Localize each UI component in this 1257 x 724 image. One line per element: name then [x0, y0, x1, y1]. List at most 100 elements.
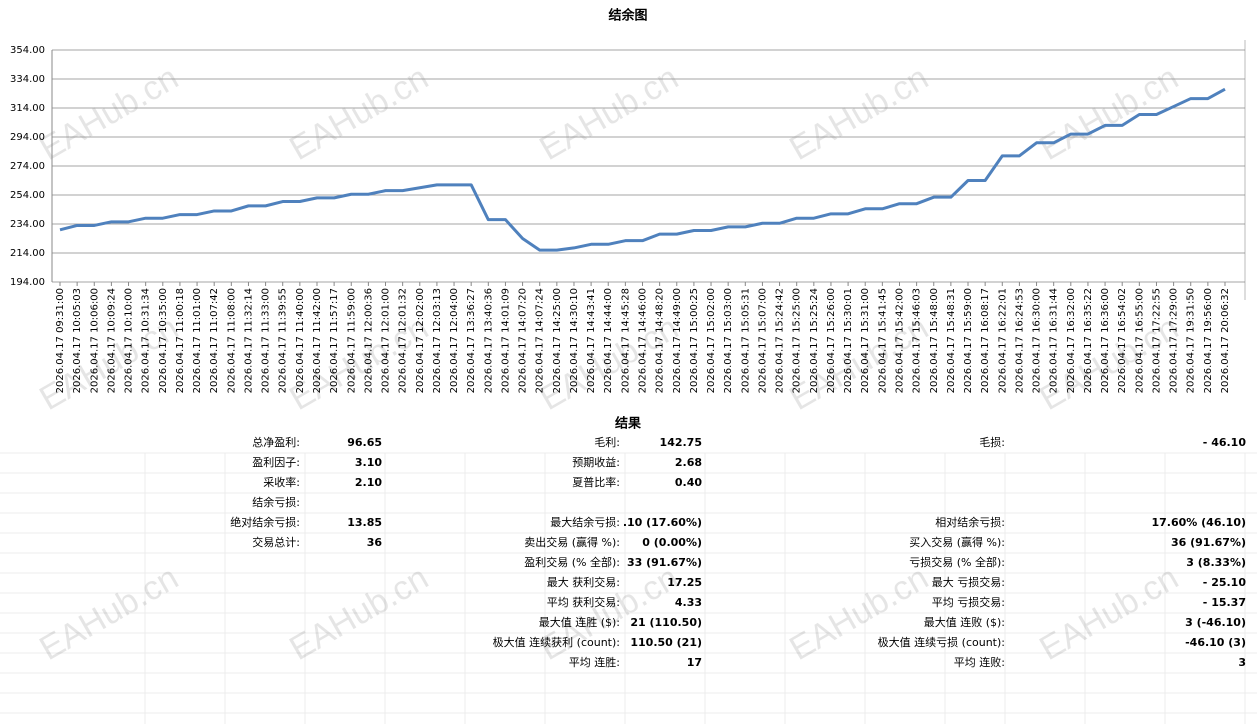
result-value: 4.33	[675, 596, 702, 609]
result-label: 结余亏损:	[252, 495, 300, 509]
x-tick-label: 2026.04.17 19:56:00	[1203, 288, 1214, 393]
x-tick-label: 2026.04.17 14:43:41	[586, 288, 597, 393]
result-label: 平均 获利交易:	[547, 595, 620, 609]
x-tick-label: 2026.04.17 15:03:00	[723, 288, 734, 393]
x-tick-label: 2026.04.17 11:33:00	[261, 288, 272, 393]
result-value: 36	[367, 536, 383, 549]
x-tick-label: 2026.04.17 14:30:10	[569, 288, 580, 393]
result-value: - 25.10	[1203, 576, 1247, 589]
result-value: - 46.10	[1203, 436, 1247, 449]
result-label: 最大值 连败 ($):	[924, 615, 1005, 629]
result-value: 3	[1238, 656, 1246, 669]
x-tick-label: 2026.04.17 11:59:00	[346, 288, 357, 393]
x-tick-label: 2026.04.17 11:00:18	[175, 288, 186, 393]
y-tick-label: 194.00	[10, 277, 45, 288]
result-value: 36 (91.67%)	[1171, 536, 1246, 549]
result-label: 盈利因子:	[252, 456, 300, 469]
x-tick-label: 2026.04.17 16:35:22	[1083, 288, 1094, 393]
x-tick-label: 2026.04.17 15:25:24	[809, 288, 820, 393]
x-tick-label: 2026.04.17 14:49:00	[672, 288, 683, 393]
x-tick-label: 2026.04.17 17:29:00	[1169, 288, 1180, 393]
x-tick-label: 2026.04.17 11:40:00	[295, 288, 306, 393]
x-tick-label: 2026.04.17 11:57:17	[329, 288, 340, 393]
result-value: -46.10 (3)	[1185, 636, 1246, 649]
result-label: 亏损交易 (% 全部):	[909, 555, 1005, 569]
x-tick-label: 2026.04.17 15:41:45	[877, 288, 888, 393]
x-tick-label: 2026.04.17 15:48:00	[929, 288, 940, 393]
x-tick-label: 2026.04.17 15:48:31	[946, 288, 957, 393]
result-value: 33 (91.67%)	[627, 556, 702, 569]
result-label: 平均 亏损交易:	[932, 595, 1005, 609]
x-tick-label: 2026.04.17 10:06:00	[89, 288, 100, 393]
x-tick-label: 2026.04.17 14:45:28	[620, 288, 631, 393]
x-tick-label: 2026.04.17 16:54:02	[1117, 288, 1128, 393]
result-value: 96.65	[347, 436, 382, 449]
sheet-grid	[0, 452, 1257, 724]
result-value: 13.85	[347, 516, 382, 529]
result-label: 交易总计:	[252, 535, 300, 549]
x-tick-label: 2026.04.17 11:07:42	[209, 288, 220, 393]
result-label: 最大 亏损交易:	[932, 575, 1005, 589]
x-tick-label: 2026.04.17 15:05:31	[740, 288, 751, 393]
y-tick-label: 334.00	[10, 74, 45, 85]
x-tick-label: 2026.04.17 15:25:00	[792, 288, 803, 393]
result-value: 110.50 (21)	[630, 636, 702, 649]
x-tick-label: 2026.04.17 14:07:24	[535, 288, 546, 393]
result-label: 极大值 连续获利 (count):	[493, 635, 620, 649]
results-title: 结果	[615, 416, 641, 432]
result-value: 21 (110.50)	[630, 616, 702, 629]
result-value: - 15.37	[1203, 596, 1246, 609]
x-tick-label: 2026.04.17 19:31:50	[1186, 288, 1197, 393]
x-tick-label: 2026.04.17 14:44:00	[603, 288, 614, 393]
result-label: 平均 连胜:	[569, 655, 620, 669]
x-tick-label: 2026.04.17 12:01:00	[381, 288, 392, 393]
result-value: 17.60% (46.10)	[1152, 516, 1247, 529]
result-label: 最大结余亏损:	[550, 515, 620, 529]
x-tick-label: 2026.04.17 12:00:36	[363, 288, 374, 393]
x-tick-label: 2026.04.17 15:42:00	[894, 288, 905, 393]
x-tick-label: 2026.04.17 16:36:00	[1100, 288, 1111, 393]
y-tick-label: 234.00	[10, 219, 45, 230]
x-tick-label: 2026.04.17 12:02:00	[415, 288, 426, 393]
x-tick-label: 2026.04.17 11:39:55	[278, 288, 289, 393]
result-label: 毛损:	[979, 435, 1005, 449]
result-label: 相对结余亏损:	[935, 515, 1005, 529]
x-tick-label: 2026.04.17 11:32:14	[243, 288, 254, 393]
result-value: 2.10	[355, 476, 382, 489]
result-label: 总净盈利:	[252, 435, 300, 449]
x-tick-label: 2026.04.17 10:09:24	[106, 288, 117, 393]
x-tick-label: 2026.04.17 10:35:00	[158, 288, 169, 393]
x-tick-label: 2026.04.17 14:25:00	[552, 288, 563, 393]
y-tick-label: 314.00	[10, 103, 45, 114]
y-tick-label: 214.00	[10, 248, 45, 259]
result-value: 142.75	[660, 436, 702, 449]
x-tick-label: 2026.04.17 16:55:00	[1134, 288, 1145, 393]
x-tick-label: 2026.04.17 16:30:00	[1032, 288, 1043, 393]
balance-line	[59, 87, 1226, 252]
result-label: 盈利交易 (% 全部):	[524, 555, 620, 569]
result-value: 2.68	[675, 456, 702, 469]
x-tick-label: 2026.04.17 16:32:00	[1066, 288, 1077, 393]
x-tick-label: 2026.04.17 14:01:09	[500, 288, 511, 393]
x-tick-label: 2026.04.17 16:22:01	[997, 288, 1008, 393]
result-value: 3 (-46.10)	[1185, 616, 1246, 629]
result-value: 0.40	[675, 476, 702, 489]
x-tick-label: 2026.04.17 17:22:55	[1151, 288, 1162, 393]
x-tick-label: 2026.04.17 11:42:00	[312, 288, 323, 393]
x-tick-label: 2026.04.17 10:31:34	[141, 288, 152, 393]
result-value: 0 (0.00%)	[642, 536, 702, 549]
x-tick-label: 2026.04.17 15:59:00	[963, 288, 974, 393]
x-tick-label: 2026.04.17 15:07:00	[757, 288, 768, 393]
result-label: 极大值 连续亏损 (count):	[878, 635, 1005, 649]
result-label: 预期收益:	[572, 455, 620, 469]
result-value: 3 (8.33%)	[1186, 556, 1246, 569]
result-label: 平均 连败:	[954, 655, 1005, 669]
y-tick-label: 274.00	[10, 161, 45, 172]
x-tick-label: 2026.04.17 13:36:27	[466, 288, 477, 393]
x-tick-label: 2026.04.17 12:04:00	[449, 288, 460, 393]
result-label: 夏普比率:	[572, 475, 620, 489]
y-tick-label: 354.00	[10, 45, 45, 56]
result-label: 绝对结余亏损:	[230, 515, 300, 529]
x-tick-label: 2026.04.17 16:08:17	[980, 288, 991, 393]
